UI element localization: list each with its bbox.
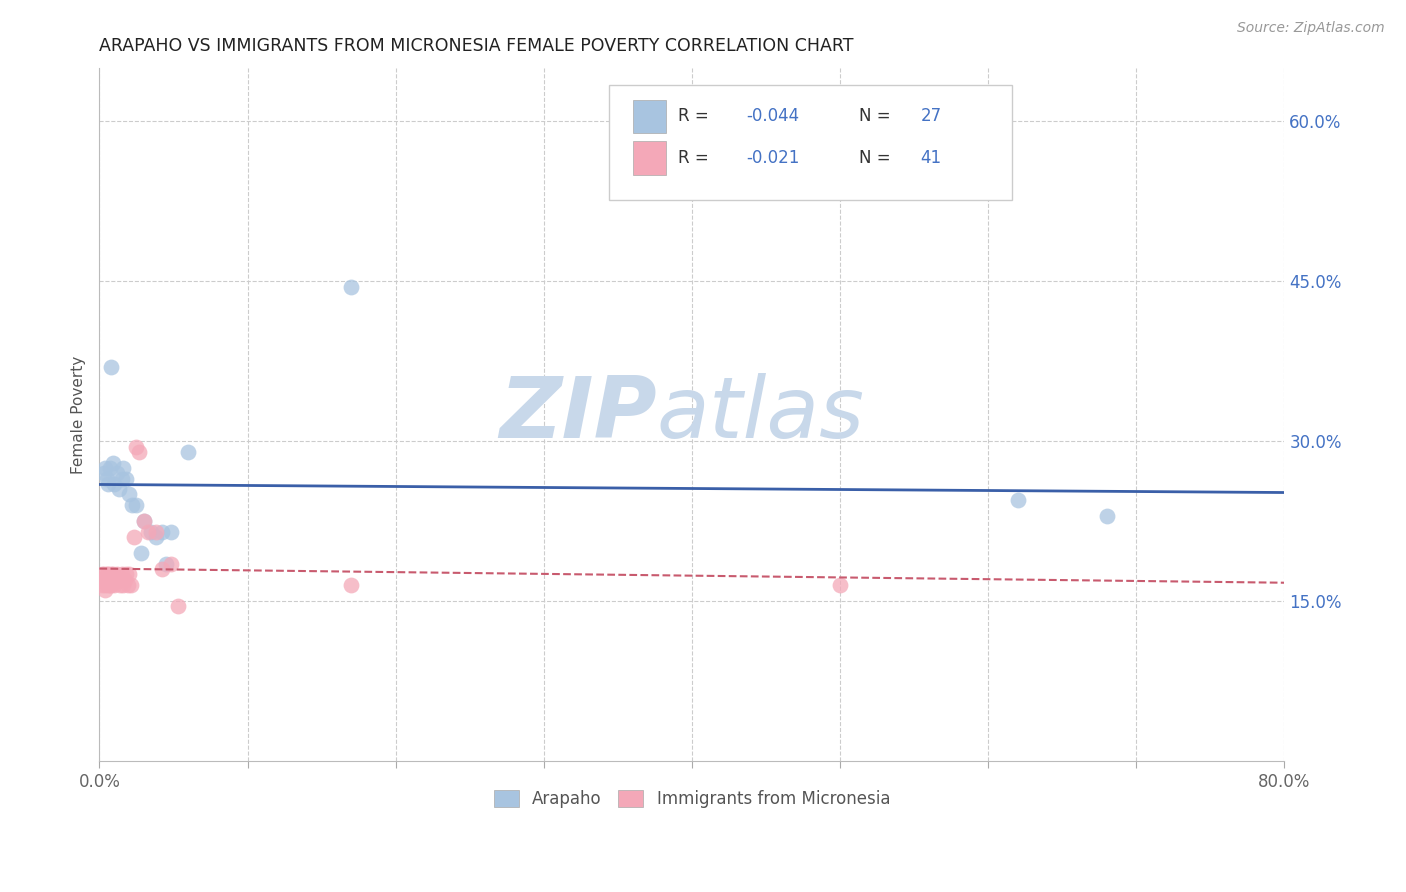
Point [98,578,121,592]
Point [145,530,167,544]
Point [108,578,131,592]
Text: ZIP: ZIP [499,373,657,456]
Point [132,514,155,528]
Point [90,573,112,587]
Point [96,573,118,587]
Point [93,567,115,582]
Point [103,476,125,491]
Text: ARAPAHO VS IMMIGRANTS FROM MICRONESIA FEMALE POVERTY CORRELATION CHART: ARAPAHO VS IMMIGRANTS FROM MICRONESIA FE… [100,37,853,55]
Point [111,567,134,582]
Point [128,445,150,459]
Point [132,514,155,528]
Point [104,573,127,587]
Point [98,573,121,587]
Point [112,578,135,592]
Point [122,530,145,544]
Point [93,573,115,587]
Point [94,460,117,475]
Point [107,573,129,587]
Point [150,524,173,539]
Point [100,578,122,592]
Point [91,567,114,582]
Point [145,524,167,539]
Point [103,578,125,592]
Point [125,498,148,512]
Point [340,279,363,293]
Point [100,567,122,582]
Point [167,599,190,614]
Point [118,487,141,501]
Point [125,440,148,454]
Point [101,567,124,582]
Text: -0.044: -0.044 [747,107,800,126]
Point [94,583,117,598]
Point [121,498,143,512]
Point [136,524,159,539]
Point [115,471,138,485]
Text: R =: R = [678,107,714,126]
Point [103,573,125,587]
Text: N =: N = [859,149,896,167]
Point [1095,508,1118,523]
Point [100,359,122,374]
Point [101,573,124,587]
Point [1007,492,1029,507]
Point [150,562,173,576]
Point [111,471,134,485]
Point [105,567,128,582]
Point [141,524,163,539]
Text: R =: R = [678,149,714,167]
Point [101,456,124,470]
Point [155,557,177,571]
Point [105,466,128,480]
Point [117,578,139,592]
FancyBboxPatch shape [609,86,1012,200]
FancyBboxPatch shape [633,100,666,133]
Point [98,460,121,475]
Point [114,573,136,587]
Point [118,567,141,582]
Point [159,557,181,571]
Y-axis label: Female Poverty: Female Poverty [72,355,86,474]
Point [129,546,152,560]
Text: 41: 41 [921,149,942,167]
Point [96,567,118,582]
Point [115,567,138,582]
Text: Source: ZipAtlas.com: Source: ZipAtlas.com [1237,21,1385,35]
Text: N =: N = [859,107,896,126]
Point [94,578,117,592]
Text: 27: 27 [921,107,942,126]
FancyBboxPatch shape [633,142,666,175]
Point [97,578,120,592]
Point [828,578,851,592]
Legend: Arapaho, Immigrants from Micronesia: Arapaho, Immigrants from Micronesia [486,784,897,815]
Point [97,476,120,491]
Point [112,460,135,475]
Point [97,567,120,582]
Point [120,578,142,592]
Point [177,445,200,459]
Point [159,524,181,539]
Point [96,471,118,485]
Point [91,578,114,592]
Point [107,482,129,496]
Text: atlas: atlas [657,373,865,456]
Point [340,578,363,592]
Point [93,466,115,480]
Text: -0.021: -0.021 [747,149,800,167]
